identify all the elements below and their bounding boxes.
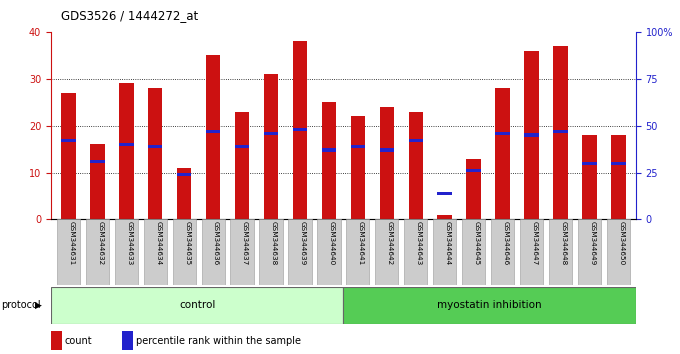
Bar [86, 219, 109, 285]
Bar [322, 102, 336, 219]
Bar [292, 41, 307, 219]
Text: GSM344644: GSM344644 [445, 222, 451, 266]
Bar [375, 219, 398, 285]
Text: GSM344638: GSM344638 [271, 222, 277, 266]
Bar [177, 173, 191, 176]
Bar [611, 161, 626, 165]
Text: GSM344633: GSM344633 [126, 222, 133, 266]
Bar [607, 219, 630, 285]
Text: GSM344631: GSM344631 [69, 222, 74, 266]
Text: GSM344640: GSM344640 [329, 222, 335, 266]
Text: GSM344636: GSM344636 [213, 222, 219, 266]
Text: count: count [65, 336, 92, 346]
Text: GSM344639: GSM344639 [300, 222, 306, 266]
Text: protocol: protocol [1, 300, 41, 310]
Bar [524, 133, 539, 137]
Bar [148, 88, 163, 219]
Bar [404, 219, 427, 285]
Bar [379, 148, 394, 152]
Bar [90, 160, 105, 163]
Text: GSM344641: GSM344641 [358, 222, 364, 266]
Bar [554, 130, 568, 133]
Bar [206, 55, 220, 219]
Bar [206, 130, 220, 133]
Bar [379, 107, 394, 219]
Bar [437, 215, 452, 219]
Bar [611, 135, 626, 219]
Bar [119, 84, 133, 219]
Bar [491, 219, 514, 285]
Bar [578, 219, 601, 285]
Bar [351, 116, 365, 219]
Text: GSM344637: GSM344637 [242, 222, 248, 266]
Bar [148, 145, 163, 148]
Bar [264, 74, 278, 219]
Bar [264, 132, 278, 135]
Text: percentile rank within the sample: percentile rank within the sample [136, 336, 301, 346]
Bar [177, 168, 191, 219]
Bar [409, 139, 423, 142]
Bar [409, 112, 423, 219]
Bar [346, 219, 369, 285]
Text: control: control [179, 300, 216, 310]
Bar [524, 51, 539, 219]
Bar [582, 161, 597, 165]
Text: GSM344646: GSM344646 [503, 222, 509, 266]
Bar [351, 145, 365, 148]
Text: myostatin inhibition: myostatin inhibition [437, 300, 542, 310]
Bar [292, 128, 307, 131]
Text: GSM344634: GSM344634 [155, 222, 161, 266]
Text: ▶: ▶ [35, 301, 42, 310]
Bar [235, 145, 250, 148]
Bar [462, 219, 486, 285]
Bar [318, 219, 341, 285]
Bar [61, 93, 75, 219]
Bar [437, 192, 452, 195]
Bar [520, 219, 543, 285]
Bar [343, 287, 636, 324]
Bar [57, 219, 80, 285]
Bar [466, 169, 481, 172]
Bar [201, 219, 224, 285]
Bar [466, 159, 481, 219]
Bar [51, 287, 343, 324]
Text: GDS3526 / 1444272_at: GDS3526 / 1444272_at [61, 9, 199, 22]
Bar [231, 219, 254, 285]
Bar [61, 139, 75, 142]
Bar [260, 219, 283, 285]
Text: GSM344647: GSM344647 [532, 222, 538, 266]
Text: GSM344649: GSM344649 [590, 222, 596, 266]
Bar [143, 219, 167, 285]
Bar [433, 219, 456, 285]
Bar [549, 219, 572, 285]
Text: GSM344648: GSM344648 [560, 222, 566, 266]
Bar [173, 219, 196, 285]
Bar [90, 144, 105, 219]
Text: GSM344642: GSM344642 [387, 222, 393, 266]
Bar [496, 132, 510, 135]
Text: GSM344635: GSM344635 [184, 222, 190, 266]
Text: GSM344645: GSM344645 [474, 222, 479, 266]
Bar [496, 88, 510, 219]
Bar [119, 143, 133, 146]
Text: GSM344650: GSM344650 [618, 222, 624, 266]
Bar [288, 219, 311, 285]
Bar [115, 219, 138, 285]
Bar [582, 135, 597, 219]
Bar [322, 148, 336, 152]
Text: GSM344643: GSM344643 [415, 222, 422, 266]
Bar [554, 46, 568, 219]
Bar [235, 112, 250, 219]
Text: GSM344632: GSM344632 [97, 222, 103, 266]
